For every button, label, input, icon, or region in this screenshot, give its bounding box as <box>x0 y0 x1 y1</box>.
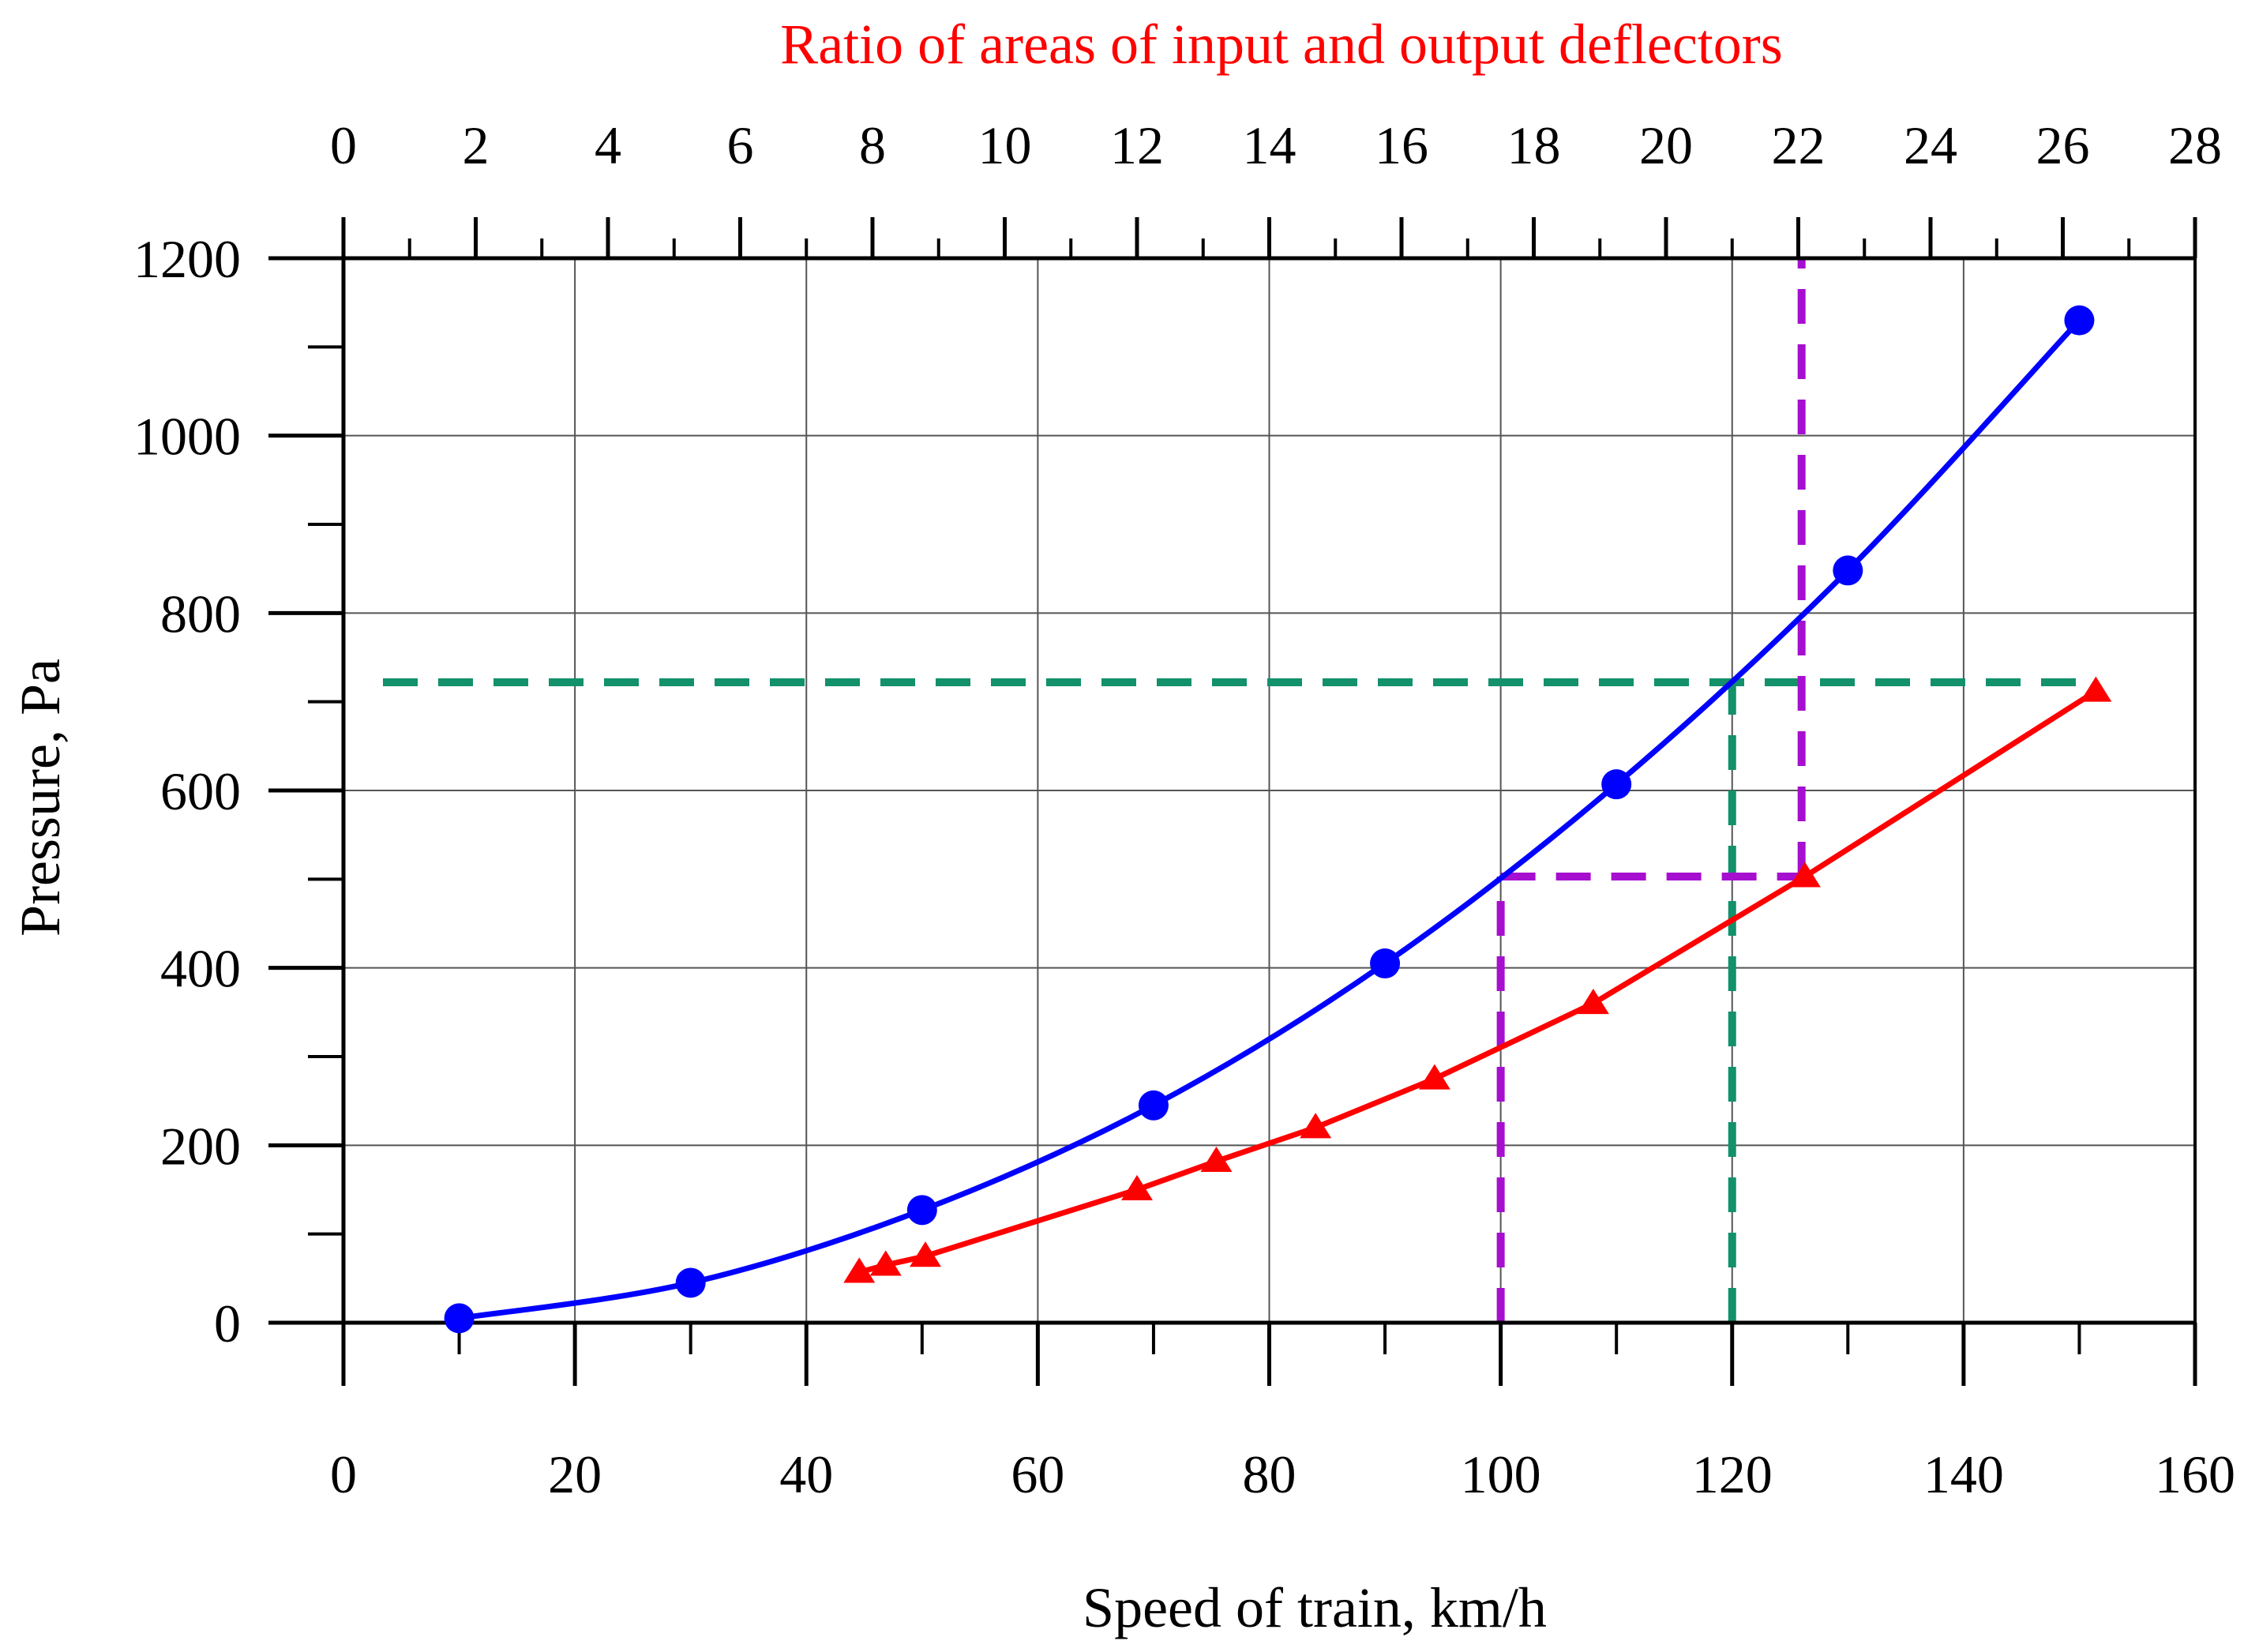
x-tick-label: 100 <box>1461 1444 1541 1504</box>
x-tick-label: 120 <box>1692 1444 1773 1504</box>
x2-tick-label: 18 <box>1507 115 1561 175</box>
x-tick-label: 60 <box>1011 1444 1064 1504</box>
data-point-triangle <box>2080 676 2112 702</box>
x-tick-label: 80 <box>1243 1444 1296 1504</box>
reference-lines-layer <box>383 258 2080 1323</box>
x-tick-label: 160 <box>2155 1444 2235 1504</box>
data-point-triangle <box>910 1241 941 1267</box>
x-tick-label: 140 <box>1923 1444 2004 1504</box>
y-tick-label: 0 <box>214 1293 241 1354</box>
data-point-triangle <box>1577 989 1609 1015</box>
x2-tick-label: 4 <box>595 115 621 175</box>
x2-tick-label: 8 <box>859 115 886 175</box>
data-point-circle <box>444 1303 475 1334</box>
data-point-triangle <box>1200 1146 1233 1173</box>
x-tick-label: 0 <box>330 1444 357 1504</box>
y-tick-label: 1000 <box>133 407 241 467</box>
x-axis-label: Speed of train, km/h <box>1083 1576 1547 1639</box>
data-point-triangle <box>1121 1174 1153 1200</box>
x2-tick-label: 16 <box>1375 115 1428 175</box>
x-tick-label: 40 <box>779 1444 833 1504</box>
data-point-circle <box>2064 305 2095 336</box>
data-point-circle <box>1601 769 1632 800</box>
x2-tick-label: 12 <box>1110 115 1164 175</box>
data-point-triangle <box>1300 1113 1332 1139</box>
x2-tick-label: 0 <box>330 115 357 175</box>
x2-tick-label: 24 <box>1904 115 1957 175</box>
x2-tick-label: 2 <box>463 115 490 175</box>
x-tick-label: 20 <box>548 1444 602 1504</box>
x2-tick-label: 14 <box>1243 115 1296 175</box>
data-point-circle <box>906 1195 937 1226</box>
data-point-circle <box>1833 555 1863 586</box>
ticks-layer: 0 20 40 60 80 100 120 140 1600200400600800100012… <box>133 115 2235 1504</box>
y-axis-label: Pressure, Pa <box>9 659 72 937</box>
chart-title: Ratio of areas of input and output defle… <box>780 13 1783 76</box>
series-line-red <box>858 689 2098 1275</box>
x2-tick-label: 28 <box>2168 115 2222 175</box>
data-point-triangle <box>1788 862 1821 888</box>
data-point-circle <box>1138 1090 1169 1121</box>
data-point-triangle <box>843 1257 876 1283</box>
x2-tick-label: 10 <box>978 115 1032 175</box>
data-point-triangle <box>1418 1064 1450 1090</box>
x2-tick-label: 26 <box>2036 115 2090 175</box>
y-tick-label: 800 <box>160 584 241 644</box>
x2-tick-label: 20 <box>1639 115 1693 175</box>
y-tick-label: 400 <box>160 939 241 999</box>
data-point-circle <box>675 1267 706 1298</box>
y-tick-label: 600 <box>160 761 241 821</box>
marker-layer <box>444 305 2112 1334</box>
x2-tick-label: 6 <box>727 115 754 175</box>
x2-tick-label: 22 <box>1772 115 1826 175</box>
grid-layer <box>343 258 2195 1323</box>
data-point-circle <box>1370 948 1401 979</box>
y-tick-label: 200 <box>160 1116 241 1176</box>
data-point-triangle <box>869 1250 902 1276</box>
y-tick-label: 1200 <box>133 229 241 289</box>
